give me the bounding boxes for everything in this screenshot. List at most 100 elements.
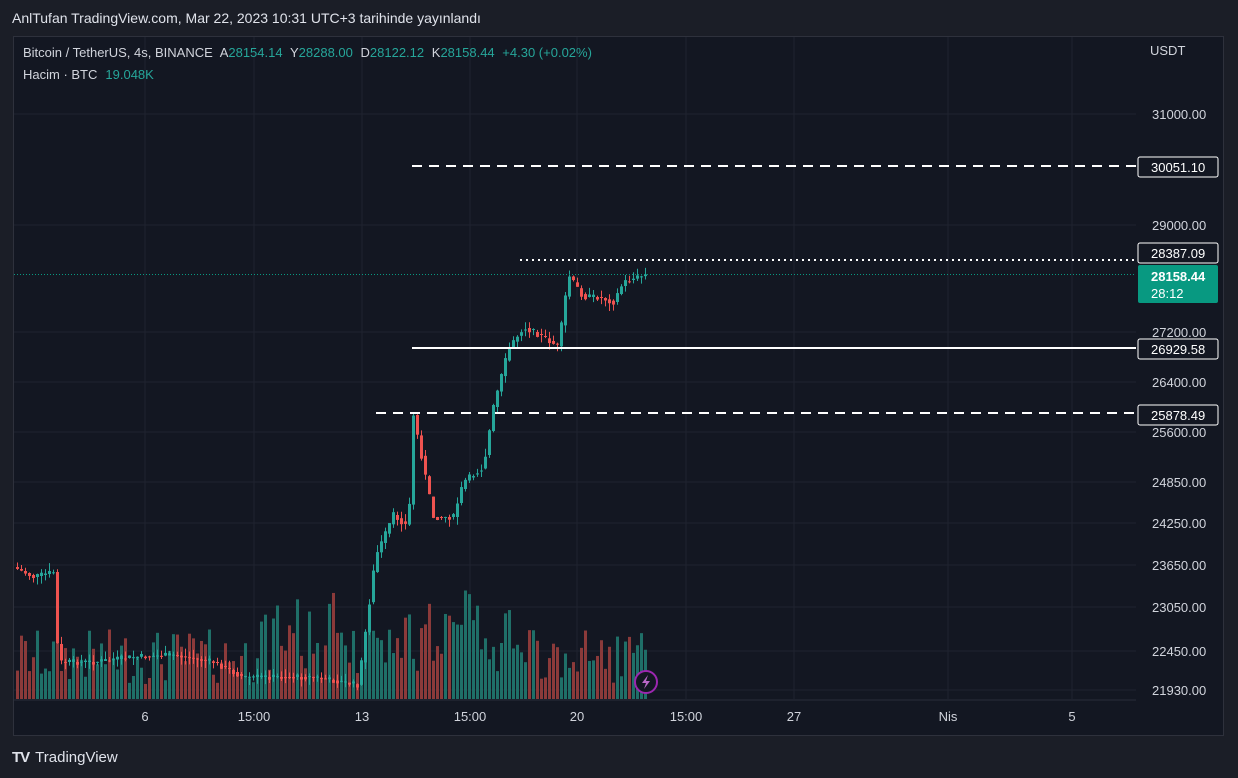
candle-body: [540, 334, 543, 335]
candle-body: [508, 347, 511, 361]
volume-bar: [196, 653, 199, 699]
candle-body: [416, 415, 419, 435]
candle-body: [568, 276, 571, 297]
candle-body: [428, 476, 431, 495]
candle-body: [552, 341, 555, 344]
volume-bar: [108, 629, 111, 699]
symbol-legend: Bitcoin / TetherUS, 4s, BINANCE A28154.1…: [23, 45, 596, 60]
volume-bar: [52, 641, 55, 699]
candle-body: [360, 660, 363, 685]
candle-body: [212, 661, 215, 663]
candle-body: [228, 668, 231, 669]
volume-bar: [468, 594, 471, 699]
volume-bar: [176, 634, 179, 699]
volume-bar: [340, 632, 343, 699]
candle-body: [436, 517, 439, 520]
candle-body: [240, 674, 243, 676]
volume-label[interactable]: Hacim · BTC: [23, 67, 98, 82]
volume-bar: [260, 621, 263, 699]
volume-bar: [184, 661, 187, 699]
currency-unit[interactable]: USDT: [1150, 43, 1186, 58]
volume-bar: [464, 590, 467, 699]
volume-bar: [620, 676, 623, 699]
volume-bar: [592, 660, 595, 699]
volume-bar: [264, 614, 267, 699]
candle-body: [496, 390, 499, 407]
volume-bar: [596, 655, 599, 699]
candle-body: [300, 677, 303, 680]
candle-body: [460, 487, 463, 503]
volume-bar: [488, 659, 491, 699]
candle-body: [572, 276, 575, 281]
volume-bar: [96, 664, 99, 699]
volume-legend: Hacim · BTC 19.048K: [23, 67, 154, 82]
volume-bar: [452, 622, 455, 699]
candle-body: [224, 666, 227, 667]
lightning-icon[interactable]: [634, 670, 658, 694]
volume-bar: [92, 648, 95, 699]
candle-body: [404, 521, 407, 524]
candle-body: [160, 655, 163, 657]
candle-body: [628, 281, 631, 283]
open-value: 28154.14: [228, 45, 283, 60]
volume-bar: [16, 670, 19, 699]
close-value: 28158.44: [440, 45, 495, 60]
candle-body: [576, 282, 579, 287]
candle-body: [604, 298, 607, 301]
volume-bar: [492, 646, 495, 699]
close-label: K: [431, 45, 441, 60]
volume-bar: [244, 643, 247, 699]
volume-bar: [564, 653, 567, 699]
price-chart[interactable]: 31000.00 29000.00 27200.00 26400.00 2560…: [14, 37, 1223, 735]
volume-bar: [32, 657, 35, 699]
candle-body: [504, 358, 507, 377]
candle-body: [56, 572, 59, 644]
volume-bar: [636, 645, 639, 699]
volume-bar: [412, 658, 415, 699]
candle-body: [216, 662, 219, 663]
symbol-name[interactable]: Bitcoin / TetherUS, 4s, BINANCE: [23, 45, 213, 60]
price-tick: 25600.00: [1152, 425, 1206, 440]
volume-bar: [552, 643, 555, 699]
candle-body: [476, 473, 479, 475]
volume-bar: [460, 624, 463, 699]
svg-text:28:12: 28:12: [1151, 286, 1184, 301]
candle-body: [356, 684, 359, 688]
volume-bar: [64, 648, 67, 699]
candle-body: [612, 300, 615, 305]
candle-body: [112, 659, 115, 661]
footer-brand: TV TradingView: [12, 746, 118, 768]
candle-body: [32, 575, 35, 579]
volume-bar: [112, 658, 115, 699]
candle-body: [16, 567, 19, 569]
low-value: 28122.12: [369, 45, 425, 60]
volume-bar: [496, 671, 499, 699]
volume-bar: [224, 643, 227, 699]
candle-body: [596, 297, 599, 300]
candle-body: [556, 343, 559, 345]
volume-bar: [84, 676, 87, 699]
price-tick: 26400.00: [1152, 375, 1206, 390]
low-label: D: [360, 45, 370, 60]
volume-bar: [172, 634, 175, 699]
price-tick: 21930.00: [1152, 683, 1206, 698]
volume-bar: [152, 642, 155, 699]
candle-body: [116, 656, 119, 660]
candle-body: [328, 677, 331, 680]
candle-body: [584, 294, 587, 300]
volume-bar: [268, 669, 271, 699]
volume-bar: [480, 649, 483, 699]
volume-bar: [124, 638, 127, 699]
volume-bar: [624, 641, 627, 699]
volume-bar: [544, 677, 547, 699]
candle-body: [480, 470, 483, 472]
candle-body: [168, 653, 171, 656]
svg-text:26929.58: 26929.58: [1151, 342, 1205, 357]
price-tick: 29000.00: [1152, 218, 1206, 233]
volume-bar: [640, 633, 643, 699]
volume-bar: [128, 682, 131, 699]
time-tick: 6: [141, 709, 148, 724]
candle-body: [280, 677, 283, 679]
high-label: Y: [289, 45, 299, 60]
volume-bar: [272, 618, 275, 699]
